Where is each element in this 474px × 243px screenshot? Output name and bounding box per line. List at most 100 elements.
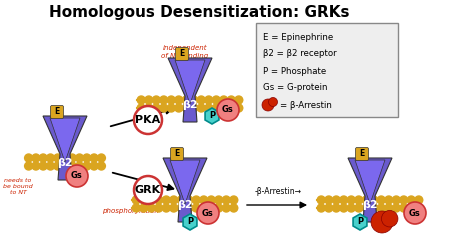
Circle shape — [61, 154, 69, 162]
Text: β2: β2 — [182, 100, 198, 110]
Circle shape — [83, 154, 91, 162]
Circle shape — [145, 96, 153, 104]
Circle shape — [212, 96, 220, 104]
Circle shape — [132, 196, 140, 204]
Text: Gs: Gs — [71, 172, 83, 181]
Circle shape — [54, 162, 62, 170]
Circle shape — [262, 99, 274, 111]
Circle shape — [182, 96, 190, 104]
Circle shape — [68, 154, 76, 162]
Text: E: E — [55, 107, 60, 116]
Circle shape — [145, 104, 153, 112]
Polygon shape — [183, 214, 197, 230]
Circle shape — [347, 204, 355, 212]
Text: independent
of NT binding: independent of NT binding — [161, 45, 209, 59]
Text: E = Epinephrine: E = Epinephrine — [263, 33, 333, 42]
Circle shape — [132, 204, 140, 212]
Circle shape — [212, 104, 220, 112]
Circle shape — [167, 104, 175, 112]
Circle shape — [140, 204, 148, 212]
Circle shape — [152, 104, 160, 112]
Circle shape — [175, 96, 183, 104]
Circle shape — [340, 204, 348, 212]
Circle shape — [200, 196, 208, 204]
Circle shape — [385, 204, 393, 212]
Circle shape — [227, 104, 235, 112]
Circle shape — [39, 154, 47, 162]
Circle shape — [90, 154, 98, 162]
Circle shape — [385, 196, 393, 204]
FancyBboxPatch shape — [256, 23, 398, 117]
Text: E: E — [179, 50, 185, 59]
Circle shape — [230, 196, 238, 204]
Text: P: P — [209, 112, 215, 121]
Text: Homologous Desensitization: GRKs: Homologous Desensitization: GRKs — [49, 5, 349, 20]
FancyBboxPatch shape — [356, 148, 368, 160]
Circle shape — [235, 96, 243, 104]
Circle shape — [140, 196, 148, 204]
Circle shape — [162, 196, 170, 204]
Text: PKA: PKA — [136, 115, 161, 125]
Circle shape — [235, 104, 243, 112]
Polygon shape — [348, 158, 392, 222]
Circle shape — [207, 196, 215, 204]
Circle shape — [205, 104, 213, 112]
Circle shape — [155, 204, 163, 212]
Circle shape — [222, 196, 230, 204]
Polygon shape — [205, 108, 219, 124]
Text: β2: β2 — [362, 200, 378, 210]
Circle shape — [215, 204, 223, 212]
Circle shape — [182, 104, 190, 112]
Circle shape — [25, 154, 33, 162]
Circle shape — [415, 204, 423, 212]
Circle shape — [152, 96, 160, 104]
Circle shape — [355, 204, 363, 212]
Circle shape — [415, 196, 423, 204]
Circle shape — [332, 196, 340, 204]
Circle shape — [407, 204, 415, 212]
Polygon shape — [175, 60, 205, 104]
Circle shape — [197, 202, 219, 224]
Text: Gs: Gs — [409, 208, 421, 217]
Circle shape — [200, 204, 208, 212]
Text: phosphorylation: phosphorylation — [101, 208, 158, 214]
Circle shape — [147, 196, 155, 204]
Circle shape — [97, 162, 105, 170]
Circle shape — [68, 162, 76, 170]
Circle shape — [61, 162, 69, 170]
Text: P: P — [187, 217, 193, 226]
Circle shape — [177, 204, 185, 212]
Circle shape — [185, 196, 193, 204]
Circle shape — [371, 211, 393, 233]
Circle shape — [392, 204, 400, 212]
Circle shape — [190, 104, 198, 112]
Circle shape — [147, 204, 155, 212]
Circle shape — [134, 176, 162, 204]
Circle shape — [325, 204, 333, 212]
Circle shape — [197, 96, 205, 104]
Circle shape — [215, 196, 223, 204]
Circle shape — [90, 162, 98, 170]
Circle shape — [75, 154, 83, 162]
Circle shape — [370, 196, 378, 204]
Circle shape — [230, 204, 238, 212]
Circle shape — [137, 96, 145, 104]
Text: P = Phosphate: P = Phosphate — [263, 67, 326, 76]
Circle shape — [192, 204, 200, 212]
Circle shape — [185, 204, 193, 212]
Circle shape — [197, 104, 205, 112]
Polygon shape — [355, 160, 385, 204]
Circle shape — [32, 154, 40, 162]
Circle shape — [400, 204, 408, 212]
Circle shape — [362, 196, 370, 204]
Circle shape — [177, 196, 185, 204]
Circle shape — [332, 204, 340, 212]
Text: Gs: Gs — [222, 105, 234, 114]
Text: E: E — [359, 149, 365, 158]
FancyBboxPatch shape — [51, 105, 64, 119]
Circle shape — [207, 204, 215, 212]
Circle shape — [340, 196, 348, 204]
Circle shape — [317, 196, 325, 204]
Circle shape — [317, 204, 325, 212]
Circle shape — [134, 106, 162, 134]
